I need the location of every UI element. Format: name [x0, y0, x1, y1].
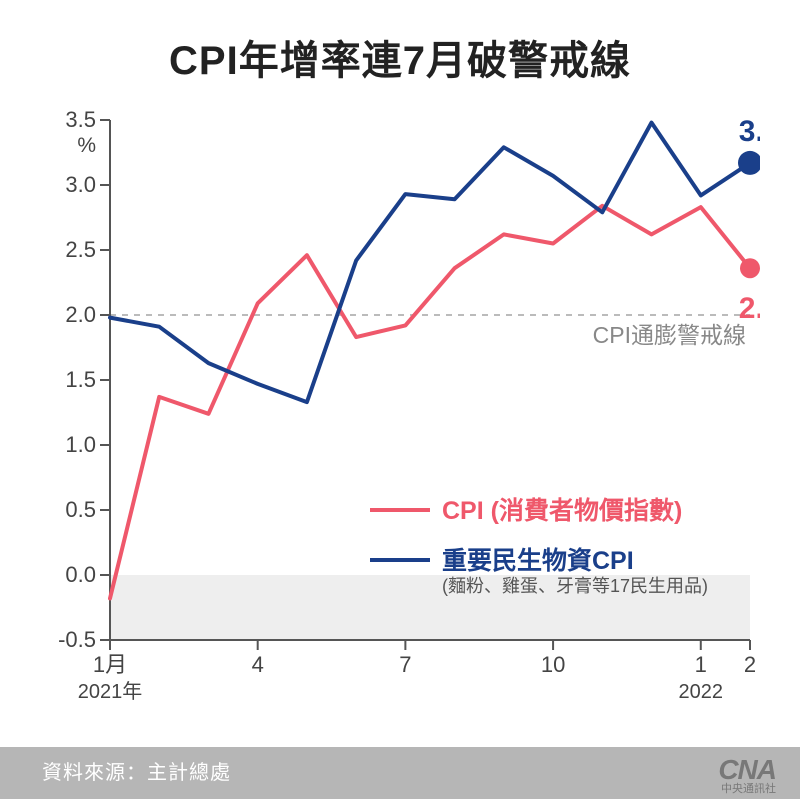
cna-logo: CNA 中央通訊社 [718, 756, 776, 795]
source-label: 資料來源：主計總處 [42, 756, 231, 785]
legend-sublabel-essential: (麵粉、雞蛋、牙膏等17民生用品) [442, 575, 708, 596]
x-tick-sublabel: 2022 [679, 681, 724, 703]
x-tick-label: 1月 [93, 652, 127, 677]
x-tick-label: 2 [744, 652, 756, 677]
x-tick-sublabel: 2021年 [78, 680, 143, 703]
y-tick-label: 0.5 [65, 497, 96, 522]
x-tick-label: 4 [252, 652, 264, 677]
series-essential-end-label: 3.17 [739, 115, 760, 148]
series-cpi-end-marker [740, 258, 760, 278]
series-cpi [110, 206, 750, 599]
x-tick-label: 1 [695, 652, 707, 677]
y-tick-label: 2.5 [65, 237, 96, 262]
logo-text: CNA [718, 756, 776, 784]
y-tick-label: 1.5 [65, 367, 96, 392]
logo-subtext: 中央通訊社 [718, 784, 776, 795]
y-tick-label: 2.0 [65, 302, 96, 327]
series-essential-end-marker [738, 151, 760, 175]
legend-label-essential: 重要民生物資CPI [442, 547, 634, 575]
chart-svg: CPI通膨警戒線 -0.5 0.0 0.5 1.0 1.5 2.0 2.5 3.0 3.5% 1月 2… [40, 110, 760, 720]
series-cpi-end-label: 2.36 [739, 292, 760, 325]
y-tick-label: 1.0 [65, 432, 96, 457]
legend-label-cpi: CPI (消費者物價指數) [442, 497, 682, 525]
x-tick-label: 7 [399, 652, 411, 677]
chart-title: CPI年增率連7月破警戒線 [0, 28, 800, 86]
series-essential [110, 123, 750, 403]
x-tick-label: 10 [541, 652, 565, 677]
y-tick-label: 3.0 [65, 172, 96, 197]
y-tick-label: -0.5 [58, 627, 96, 652]
y-tick-label: 3.5 [65, 110, 96, 132]
y-unit-label: % [77, 134, 96, 157]
chart-area: CPI通膨警戒線 -0.5 0.0 0.5 1.0 1.5 2.0 2.5 3.0 3.5% 1月 2… [40, 110, 760, 680]
warning-line-label: CPI通膨警戒線 [593, 322, 746, 348]
y-tick-label: 0.0 [65, 562, 96, 587]
